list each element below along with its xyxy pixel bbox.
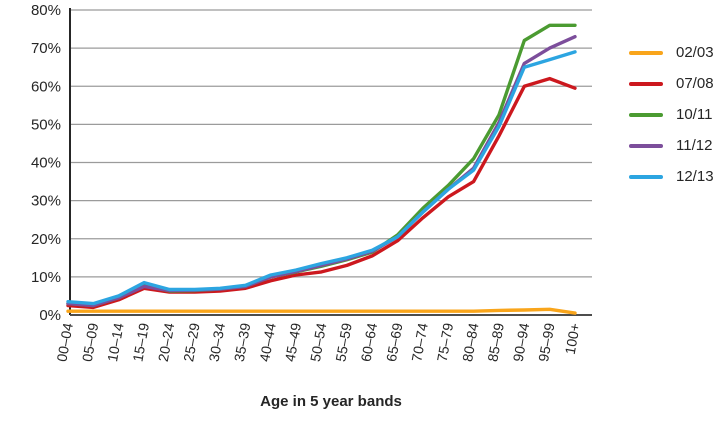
x-tick-label: 65–69: [383, 322, 406, 363]
y-tick-label: 10%: [31, 269, 61, 286]
legend-swatch-02-03: [629, 50, 663, 55]
x-tick-label: 100+: [562, 322, 583, 356]
legend-label-02-03: 02/03: [676, 44, 714, 61]
x-tick-label: 25–29: [180, 322, 203, 363]
legend-swatch-12-13: [629, 174, 663, 179]
y-tick-label: 40%: [31, 155, 61, 172]
x-tick-label: 80–84: [459, 322, 482, 363]
x-tick-label: 20–24: [155, 322, 178, 363]
x-tick-label: 55–59: [332, 322, 355, 363]
x-tick-label: 00–04: [53, 322, 76, 363]
y-tick-label: 0%: [39, 307, 61, 324]
legend-swatch-10-11: [629, 112, 663, 117]
series-line-07-08: [66, 76, 577, 310]
legend-label-07-08: 07/08: [676, 75, 714, 92]
legend-label-12-13: 12/13: [676, 168, 714, 185]
legend-swatch-07-08: [629, 81, 663, 86]
legend-swatch-11-12: [629, 143, 663, 148]
x-axis-title: Age in 5 year bands: [260, 393, 402, 410]
legend-item-12-13: 12/13: [629, 166, 714, 187]
y-tick-label: 30%: [31, 193, 61, 210]
x-tick-label: 60–64: [358, 322, 381, 363]
x-tick-label: 90–94: [510, 322, 533, 363]
x-tick-label: 05–09: [79, 322, 102, 363]
y-tick-label: 60%: [31, 78, 61, 95]
chart-legend: 02/03 07/08 10/11 11/12 12/13: [629, 42, 714, 187]
x-tick-label: 95–99: [535, 322, 558, 363]
legend-item-10-11: 10/11: [629, 104, 714, 125]
x-tick-label: 75–79: [434, 322, 457, 363]
y-tick-label: 20%: [31, 231, 61, 248]
x-tick-label: 85–89: [484, 322, 507, 363]
legend-item-02-03: 02/03: [629, 42, 714, 63]
series-line-12-13: [66, 50, 577, 306]
legend-item-07-08: 07/08: [629, 73, 714, 94]
x-tick-label: 35–39: [231, 322, 254, 363]
x-tick-label: 50–54: [307, 322, 330, 363]
legend-label-11-12: 11/12: [676, 137, 713, 154]
y-tick-label: 50%: [31, 116, 61, 133]
x-tick-label: 30–34: [206, 322, 229, 363]
x-tick-label: 15–19: [129, 322, 152, 363]
x-tick-label: 45–49: [282, 322, 305, 363]
legend-item-11-12: 11/12: [629, 135, 714, 156]
series-line-02-03: [66, 307, 577, 315]
y-tick-label: 70%: [31, 40, 61, 57]
x-tick-label: 10–14: [104, 322, 127, 363]
x-tick-label: 40–44: [256, 322, 279, 363]
legend-label-10-11: 10/11: [676, 106, 713, 123]
x-tick-label: 70–74: [408, 322, 431, 363]
y-tick-label: 80%: [31, 2, 61, 19]
